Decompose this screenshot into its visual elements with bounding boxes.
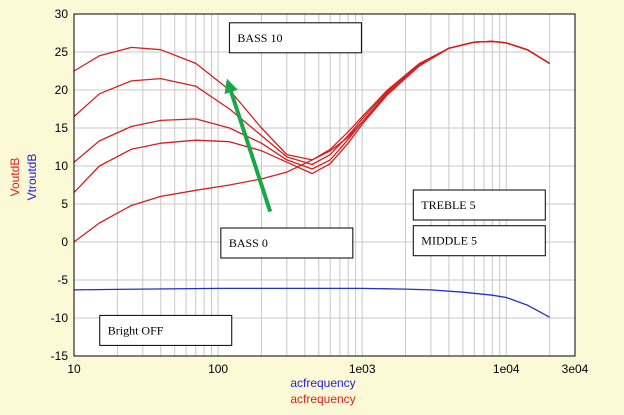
- x-tick-label: 1e04: [493, 362, 520, 376]
- annotation-box: [412, 189, 546, 221]
- annotation-group: BASS 10 BASS 0 TREBLE 5 MIDDLE 5 Bright OFF: [99, 22, 546, 346]
- series-line-6: [73, 287, 550, 318]
- y-tick-label: 25: [55, 45, 69, 59]
- y-tick-label: 10: [55, 159, 69, 173]
- y-axis-label: VoutdB: [8, 158, 22, 197]
- plot-border: [73, 13, 576, 357]
- y-tick-label: 20: [55, 83, 69, 97]
- x-tick-label: 10: [67, 362, 81, 376]
- annotation-label: BASS 10: [237, 31, 282, 45]
- annotation-label: TREBLE 5: [421, 198, 475, 212]
- axis-labels: VoutdB VtroutdB acfrequency acfrequency: [8, 154, 356, 406]
- annotation-label: Bright OFF: [108, 323, 164, 337]
- x-tick-label: 100: [208, 362, 228, 376]
- arrow-head: [224, 78, 238, 95]
- annotation-box: [99, 314, 233, 346]
- x-axis-label: acfrequency: [290, 376, 355, 390]
- y-tick-label: -10: [51, 311, 69, 325]
- tick-labels: 10 100 1e03 1e04 3e04 30 25 20 15 10 5 0 -5 -10 -15: [51, 7, 589, 376]
- series-group: [73, 40, 550, 318]
- x-tick-label: 3e04: [562, 362, 589, 376]
- y-tick-label: -5: [57, 273, 68, 287]
- y-tick-label: 15: [55, 121, 69, 135]
- x-tick-label: 1e03: [349, 362, 376, 376]
- y-tick-label: 30: [55, 7, 69, 21]
- annotation-label: BASS 0: [229, 236, 268, 250]
- plot-area: [74, 14, 575, 356]
- y-tick-label: 0: [61, 235, 68, 249]
- y-tick-label: 5: [61, 197, 68, 211]
- x-axis-label: acfrequency: [290, 392, 355, 406]
- arrow-shaft: [229, 91, 273, 213]
- annotation-box: [412, 225, 546, 257]
- y-tick-label: -15: [51, 349, 69, 363]
- y-axis-label: VtroutdB: [25, 154, 39, 201]
- series-line-5: [73, 40, 550, 243]
- annotation-box: [228, 22, 362, 54]
- arrow-group: [224, 78, 273, 213]
- annotation-label: MIDDLE 5: [421, 234, 477, 248]
- annotation-box: [220, 227, 354, 259]
